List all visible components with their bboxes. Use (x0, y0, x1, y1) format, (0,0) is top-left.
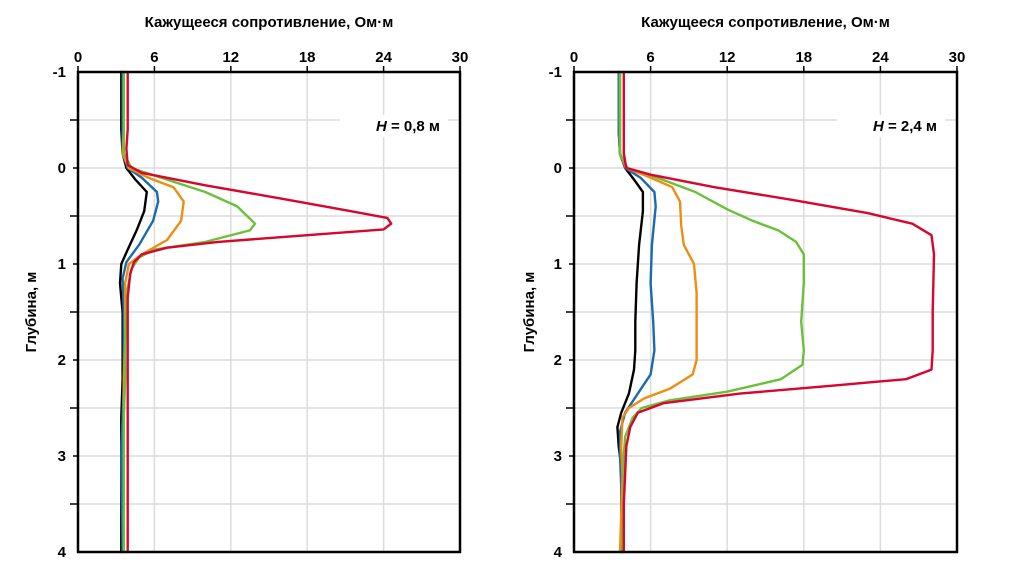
annotation-left: H = 0,8 м (376, 118, 440, 135)
y-tick-label: 2 (554, 352, 562, 369)
x-tick-label: 12 (719, 49, 736, 66)
y-tick-label: 1 (554, 256, 562, 273)
series-line-red (125, 70, 393, 554)
x-axis-title-right: Кажущееся сопротивление, Ом·м (641, 14, 890, 31)
curves-left (118, 70, 393, 554)
y-tick-label: 1 (58, 256, 66, 273)
grid-right (574, 72, 957, 552)
grid-left (78, 72, 460, 552)
y-tick-label: 0 (58, 160, 66, 177)
y-axis-title-left: Глубина, м (23, 272, 40, 353)
x-tick-label: 6 (150, 49, 158, 66)
y-tick-label: 4 (58, 544, 67, 561)
x-axis-title-left: Кажущееся сопротивление, Ом·м (145, 14, 394, 31)
x-tick-label: 6 (646, 49, 654, 66)
annotation-right: H = 2,4 м (873, 118, 937, 135)
annotation-value-right: = 2,4 м (884, 118, 937, 135)
x-tick-label: 18 (299, 49, 316, 66)
y-tick-label: -1 (53, 64, 66, 81)
x-tick-label: 30 (949, 49, 966, 66)
y-tick-label: 2 (58, 352, 66, 369)
x-tick-label: 24 (375, 49, 392, 66)
annotation-bg-left (340, 115, 448, 137)
x-tick-label: 24 (872, 49, 889, 66)
x-tick-label: 12 (222, 49, 239, 66)
x-tick-label: 18 (795, 49, 812, 66)
y-tick-label: 3 (554, 448, 562, 465)
y-axis-title-right: Глубина, м (521, 272, 538, 353)
curves-right (616, 70, 936, 554)
y-tick-label: 3 (58, 448, 66, 465)
x-tick-label: 0 (570, 49, 578, 66)
y-tick-label: -1 (549, 64, 562, 81)
annotation-bg-right (837, 115, 945, 137)
x-tick-label: 30 (452, 49, 469, 66)
annotation-h-right: H (873, 118, 885, 135)
x-tick-label: 0 (74, 49, 82, 66)
annotation-value-left: = 0,8 м (387, 118, 440, 135)
y-tick-label: 4 (554, 544, 563, 561)
series-line-red (622, 70, 936, 554)
y-tick-label: 0 (554, 160, 562, 177)
annotation-h-left: H (376, 118, 388, 135)
